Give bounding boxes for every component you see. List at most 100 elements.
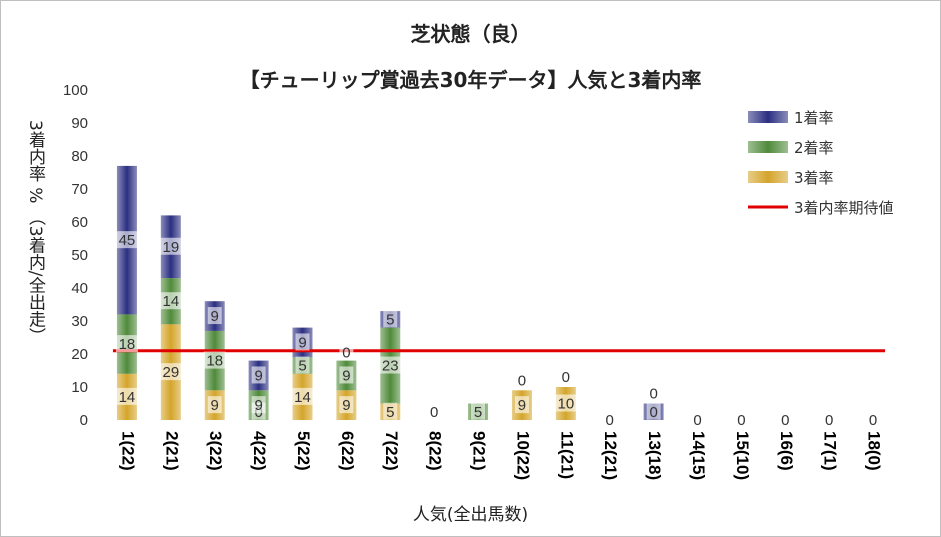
y-tick-label: 80 (71, 148, 88, 165)
chart-subtitle: 【チューリップ賞過去30年データ】人気と3着内率 (239, 68, 702, 92)
data-label-bg (558, 368, 573, 385)
data-label: 9 (298, 334, 306, 351)
data-label-bg (339, 396, 354, 414)
data-label-bg (514, 371, 529, 389)
data-label: 5 (474, 404, 482, 421)
data-label-bg (734, 411, 749, 428)
legend: 1着率 2着率 3着率 3着内率期待値 (748, 109, 894, 217)
x-tick-label: 10(22) (513, 431, 532, 480)
data-label-bg (291, 387, 314, 405)
data-label-bg (115, 387, 138, 405)
data-label: 0 (693, 412, 701, 429)
data-label-bg (866, 411, 881, 428)
data-label: 10 (557, 396, 574, 413)
x-tick-label: 5(22) (294, 431, 313, 471)
data-label: 5 (386, 311, 394, 328)
data-label: 9 (518, 397, 526, 414)
data-label: 0 (518, 372, 526, 389)
x-tick-labels: 1(22) 2(21) 3(22) 4(22) 5(22) 6(22) 7(22) 8(22)… (118, 431, 883, 480)
data-label-bg (295, 356, 310, 374)
data-label-bg (115, 335, 138, 353)
y-tick-label: 50 (71, 247, 88, 264)
y-tick-labels: 0 10 20 30 40 50 60 70 80 90 100 (63, 82, 88, 429)
data-label: 5 (386, 404, 394, 421)
x-tick-label: 18(0) (865, 431, 884, 471)
legend-label: 3着率 (794, 169, 834, 187)
data-label: 14 (294, 389, 311, 406)
data-label: 18 (119, 336, 136, 353)
data-label: 0 (737, 412, 745, 429)
x-tick-label: 17(1) (821, 431, 840, 471)
legend-label: 1着率 (794, 109, 834, 127)
data-label-bg (251, 396, 266, 414)
data-label-bg (339, 366, 354, 384)
data-label: 9 (211, 308, 219, 325)
x-tick-label: 2(21) (162, 431, 181, 471)
x-tick-label: 4(22) (250, 431, 269, 471)
x-tick-label: 11(21) (557, 431, 576, 479)
data-label: 9 (342, 397, 350, 414)
data-label-bg (207, 307, 222, 325)
data-label-bg (207, 396, 222, 414)
data-label-bg (115, 231, 138, 249)
data-label-bg (203, 351, 226, 369)
data-label: 14 (119, 389, 136, 406)
y-tick-label: 0 (80, 412, 88, 429)
y-tick-label: 100 (63, 82, 88, 99)
x-tick-label: 3(22) (206, 431, 225, 471)
data-label: 0 (342, 344, 350, 361)
data-label: 9 (254, 397, 262, 414)
x-tick-label: 9(21) (470, 431, 489, 471)
data-label-bg (159, 363, 182, 381)
y-tick-label: 90 (71, 115, 88, 132)
data-label-bg (514, 396, 529, 414)
data-label: 19 (162, 239, 179, 256)
data-label: 0 (825, 412, 833, 429)
data-label: 9 (211, 397, 219, 414)
data-label: 14 (162, 293, 179, 310)
data-label-bg (251, 366, 266, 384)
y-tick-label: 70 (71, 181, 88, 198)
data-label-bg (295, 333, 310, 351)
y-tick-label: 30 (71, 313, 88, 330)
data-label-bg (778, 411, 793, 428)
data-label: 0 (781, 412, 789, 429)
x-tick-label: 6(22) (338, 431, 357, 471)
data-label: 0 (649, 386, 657, 403)
data-label-bg (822, 411, 837, 428)
data-label-bg (646, 384, 661, 402)
data-label-bg (646, 402, 661, 420)
bars (116, 165, 664, 420)
x-tick-label: 15(10) (733, 431, 752, 480)
data-label-bg (690, 411, 705, 428)
y-tick-label: 20 (71, 346, 88, 363)
data-label: 18 (206, 353, 223, 370)
x-tick-label: 16(6) (777, 431, 796, 471)
data-labels: 1418452914199189099145999052350590100000… (115, 231, 881, 429)
x-axis-label: 人気(全出馬数) (412, 505, 529, 525)
y-tick-label: 10 (71, 379, 88, 396)
data-label: 0 (606, 412, 614, 429)
data-label-bg (339, 343, 354, 361)
y-tick-label: 60 (71, 214, 88, 231)
data-label: 0 (869, 412, 877, 429)
y-tick-label: 40 (71, 280, 88, 297)
data-label-bg (379, 356, 402, 374)
data-label-bg (383, 310, 398, 328)
x-tick-label: 12(21) (601, 431, 620, 480)
x-tick-label: 7(22) (382, 431, 401, 471)
data-label-bg (554, 394, 577, 412)
chart-title: 芝状態（良） (410, 22, 531, 46)
legend-swatch (748, 171, 788, 183)
data-label-bg (471, 402, 486, 420)
data-label-bg (602, 411, 617, 428)
data-label: 29 (162, 364, 179, 381)
y-axis-label: 3着内率 % （3着内/全出走） (25, 120, 45, 345)
data-label-bg (383, 402, 398, 420)
x-tick-label: 8(22) (426, 431, 445, 471)
data-label-bg (159, 237, 182, 255)
data-label: 5 (298, 358, 306, 375)
data-label: 0 (562, 369, 570, 386)
